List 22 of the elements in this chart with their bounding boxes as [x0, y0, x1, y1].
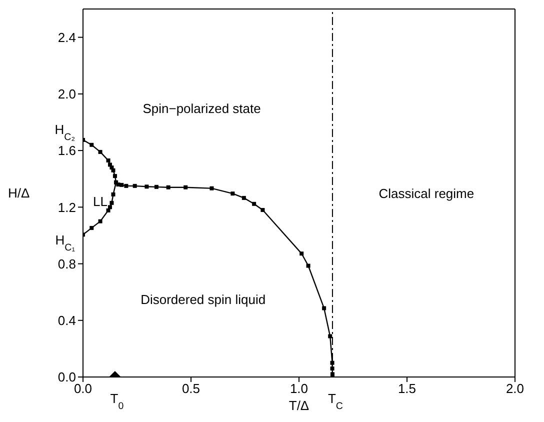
annotation: Spin−polarized state — [142, 101, 261, 116]
x-tick-label: 2.0 — [506, 381, 524, 396]
annotation: Classical regime — [378, 186, 474, 201]
y-tick-label: 1.6 — [58, 143, 76, 158]
x-tick-label: 0.0 — [74, 381, 92, 396]
annotation: LL — [93, 194, 108, 209]
y-tick-label: 0.0 — [58, 370, 76, 385]
y-tick-label: 2.4 — [58, 30, 76, 45]
annotation: T$_{0}$ — [110, 391, 124, 412]
annotation: H$_{C₂}$ — [54, 122, 76, 142]
y-tick-label: 0.4 — [58, 313, 76, 328]
x-tick-label: 1.0 — [290, 381, 308, 396]
y-tick-label: 1.2 — [58, 200, 76, 215]
x-tick-label: 0.5 — [182, 381, 200, 396]
y-tick-label: 0.8 — [58, 256, 76, 272]
y-tick-label: 2.0 — [58, 86, 76, 102]
annotation: H$_{C₁}$ — [55, 232, 76, 254]
annotation: Disordered spin liquid — [140, 292, 266, 308]
annotation: T$_{C}$ — [328, 391, 343, 412]
x-tick-label: 1.5 — [398, 381, 416, 396]
x-axis-title: T/Δ — [288, 398, 310, 413]
y-axis-title: H/Δ — [8, 186, 30, 201]
